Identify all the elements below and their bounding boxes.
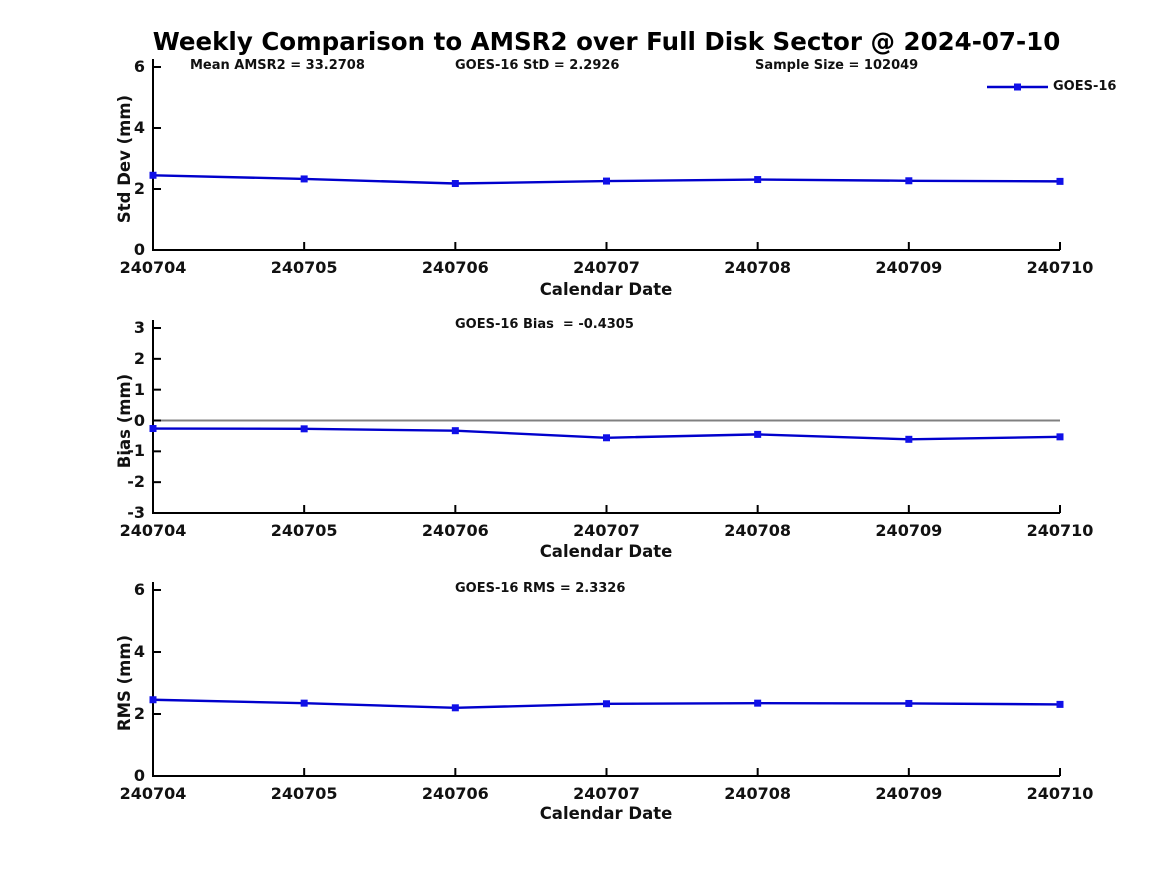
- y-tick-label: 2: [133, 348, 145, 368]
- x-tick-label: 240708: [724, 521, 792, 540]
- y-tick-label: -2: [127, 472, 145, 492]
- data-point-marker: [451, 704, 459, 712]
- x-tick-label: 240704: [119, 521, 187, 540]
- x-tick-label: 240709: [875, 258, 943, 277]
- x-tick-label: 240709: [875, 521, 943, 540]
- y-tick-label: 2: [133, 179, 145, 198]
- x-tick-label: 240704: [119, 258, 187, 277]
- y-tick-label: 3: [133, 318, 145, 337]
- data-point-marker: [754, 699, 762, 707]
- y-tick-label: -1: [127, 441, 145, 461]
- data-point-marker: [451, 427, 459, 435]
- legend-marker-icon: [1014, 83, 1021, 91]
- data-point-marker: [905, 699, 913, 707]
- annotation-goes16-std: GOES-16 StD = 2.2926: [455, 58, 620, 73]
- bias-x-axis-label: Calendar Date: [539, 542, 673, 561]
- data-point-marker: [754, 430, 762, 438]
- data-point-marker: [1056, 433, 1064, 441]
- x-tick-label: 240705: [270, 784, 338, 803]
- x-tick-label: 240707: [573, 784, 640, 803]
- x-tick-label: 240709: [875, 784, 943, 803]
- figure-title: Weekly Comparison to AMSR2 over Full Dis…: [152, 27, 1061, 56]
- y-tick-label: 2: [133, 704, 145, 723]
- y-tick-label: -3: [127, 503, 145, 522]
- y-tick-label: 1: [133, 379, 145, 399]
- data-point-marker: [1056, 177, 1064, 185]
- data-point-marker: [603, 434, 610, 442]
- annotation-mean-amsr2: Mean AMSR2 = 33.2708: [190, 58, 365, 73]
- x-tick-label: 240710: [1026, 258, 1094, 277]
- y-tick-label: 4: [133, 118, 145, 137]
- data-point-marker: [754, 176, 762, 184]
- x-tick-label: 240706: [421, 521, 489, 540]
- data-point-marker: [300, 425, 308, 433]
- data-point-marker: [300, 175, 308, 183]
- annotation-goes16-rms: GOES-16 RMS = 2.3326: [455, 581, 626, 596]
- x-tick-label: 240708: [724, 258, 792, 277]
- data-point-marker: [603, 177, 610, 185]
- x-tick-label: 240710: [1026, 521, 1094, 540]
- legend-label: GOES-16: [1053, 79, 1117, 94]
- x-tick-label: 240708: [724, 784, 792, 803]
- x-tick-label: 240705: [270, 521, 338, 540]
- x-tick-label: 240707: [573, 521, 640, 540]
- data-point-marker: [905, 177, 913, 185]
- x-tick-label: 240706: [421, 258, 489, 277]
- annotation-sample-size: Sample Size = 102049: [755, 58, 919, 73]
- rms-x-axis-label: Calendar Date: [539, 804, 673, 823]
- stddev-x-axis-label: Calendar Date: [539, 280, 673, 299]
- x-tick-label: 240704: [119, 784, 187, 803]
- data-point-marker: [1056, 700, 1064, 708]
- x-tick-label: 240705: [270, 258, 338, 277]
- y-tick-label: 6: [133, 57, 145, 76]
- y-tick-label: 4: [133, 642, 145, 661]
- annotation-goes16-bias: GOES-16 Bias = -0.4305: [455, 317, 634, 332]
- data-point-marker: [451, 180, 459, 188]
- data-point-marker: [300, 699, 308, 707]
- data-point-marker: [149, 171, 157, 179]
- y-tick-label: 0: [133, 240, 145, 259]
- data-point-marker: [149, 425, 157, 433]
- x-tick-label: 240710: [1026, 784, 1094, 803]
- y-tick-label: 6: [133, 580, 145, 599]
- x-tick-label: 240707: [573, 258, 640, 277]
- data-point-marker: [149, 696, 157, 704]
- y-tick-label: 0: [133, 766, 145, 785]
- data-point-marker: [905, 435, 913, 443]
- y-tick-label: 0: [133, 410, 145, 430]
- data-point-marker: [603, 700, 610, 708]
- x-tick-label: 240706: [421, 784, 489, 803]
